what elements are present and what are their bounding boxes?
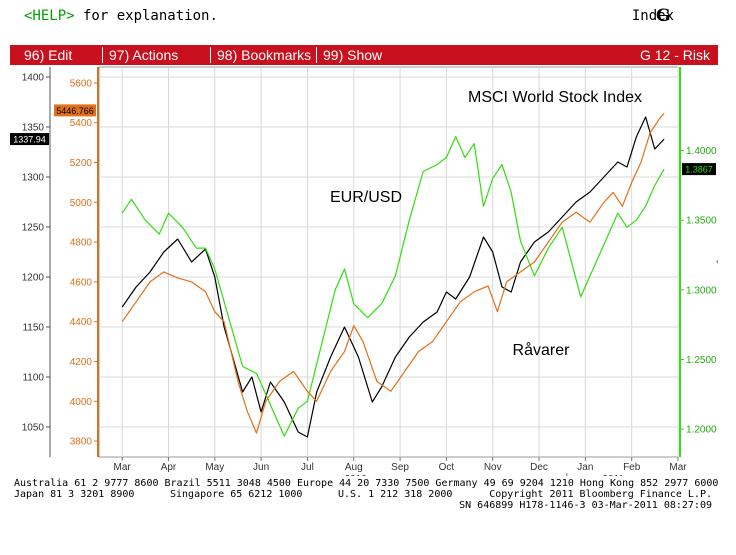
x-tick-label: May	[205, 462, 224, 473]
y-tick-label-orange: 5600	[70, 78, 93, 89]
y-tick-label-orange: 3800	[70, 437, 93, 448]
menu-bookmarks[interactable]: 98) Bookmarks	[210, 47, 311, 63]
y-tick-label-black: 1300	[22, 173, 45, 184]
x-tick-label: Aug	[345, 462, 363, 473]
y-tick-label-orange: 4200	[70, 357, 93, 368]
x-year-label: 2011	[602, 474, 624, 476]
chart[interactable]: Mar Apr May Jun Jul Aug Sep Oct Nov Dec Jan Feb Mar 2…	[10, 65, 718, 476]
x-tick-label: Nov	[484, 462, 502, 473]
menu-edit[interactable]: 96) Edit	[24, 47, 73, 63]
y-tick-label-green: 1.2500	[686, 355, 717, 366]
y-tick-label-orange: 4600	[70, 277, 93, 288]
y-tick-label-orange: 5400	[70, 118, 93, 129]
y-tick-label-green: 1.2000	[686, 425, 717, 436]
y-tick-label-black: 1050	[22, 423, 45, 434]
eurusd-series-line	[121, 135, 665, 437]
footer: Australia 61 2 9777 8600 Brazil 5511 304…	[14, 478, 724, 511]
y-tick-label-orange: 4000	[70, 397, 93, 408]
menu-actions[interactable]: 97) Actions	[102, 47, 178, 63]
scroll-arrow-icon: «	[716, 256, 718, 268]
page-code: G 12 - Risk	[639, 47, 710, 63]
bloomberg-logo: G	[656, 6, 671, 26]
last-value-tag-eurusd: 1.3867	[685, 165, 713, 175]
x-tick-label: Mar	[669, 462, 687, 473]
y-tick-label-black: 1350	[22, 123, 45, 134]
y-tick-label-green: 1.3000	[686, 285, 717, 296]
footer-singapore: Singapore 65 6212 1000	[170, 489, 303, 500]
y-tick-label-black: 1150	[22, 323, 44, 334]
annotation-ravarer: Råvarer	[513, 341, 571, 359]
menu-bar: 96) Edit 97) Actions 98) Bookmarks 99) S…	[10, 45, 718, 65]
help-text: for explanation.	[74, 8, 218, 24]
x-year-label: 2010	[345, 474, 368, 476]
x-tick-label: Oct	[439, 462, 455, 473]
last-value-tag-ravarer-bg	[54, 104, 96, 117]
help-key[interactable]: <HELP>	[24, 8, 75, 24]
x-tick-label: Feb	[623, 462, 641, 473]
ravarer-series-line	[121, 113, 665, 434]
last-value-tag-msci-bg	[10, 133, 49, 146]
x-tick-label: Dec	[530, 462, 548, 473]
x-tick-label: Sep	[391, 462, 409, 473]
y-tick-label-orange: 4800	[70, 238, 93, 249]
help-line: <HELP> for explanation.	[24, 8, 218, 24]
last-value-tag-msci: 1337.94	[13, 135, 46, 145]
footer-japan: Japan 81 3 3201 8900	[14, 489, 135, 500]
footer-serial: SN 646899 H178-1146-3 03-Mar-2011 08:27:…	[459, 500, 712, 511]
annotation-msci: MSCI World Stock Index	[468, 89, 642, 106]
last-value-tag-ravarer: 5446.766	[56, 106, 94, 116]
chart-panel: Mar Apr May Jun Jul Aug Sep Oct Nov Dec Jan Feb Mar 2…	[10, 65, 718, 476]
y-tick-label-orange: 5200	[70, 158, 93, 169]
menu-show[interactable]: 99) Show	[316, 47, 382, 63]
plot-area	[98, 66, 679, 458]
index-label: Index	[631, 8, 674, 24]
y-tick-label-orange: 5000	[70, 198, 93, 209]
y-tick-label-black: 1200	[22, 273, 45, 284]
x-tick-label: Mar	[114, 462, 132, 473]
x-tick-label: Jun	[253, 462, 269, 473]
y-tick-label-green: 1.4000	[686, 146, 717, 157]
msci-series-line	[121, 116, 665, 438]
footer-contacts: Australia 61 2 9777 8600 Brazil 5511 304…	[14, 478, 719, 489]
y-tick-label-black: 1250	[22, 223, 45, 234]
footer-us: U.S. 1 212 318 2000	[338, 489, 453, 500]
y-tick-label-orange: 4400	[70, 317, 93, 328]
x-tick-label: Jul	[301, 462, 314, 473]
x-tick-label: Apr	[161, 462, 177, 473]
last-value-tag-eurusd-bg	[682, 163, 716, 176]
annotation-eurusd: EUR/USD	[330, 189, 402, 206]
y-tick-label-black: 1400	[22, 73, 45, 84]
footer-copyright: Copyright 2011 Bloomberg Finance L.P.	[489, 489, 712, 500]
x-tick-label: Jan	[577, 462, 593, 473]
y-tick-label-green: 1.3500	[686, 216, 717, 227]
y-tick-label-black: 1100	[22, 373, 44, 384]
